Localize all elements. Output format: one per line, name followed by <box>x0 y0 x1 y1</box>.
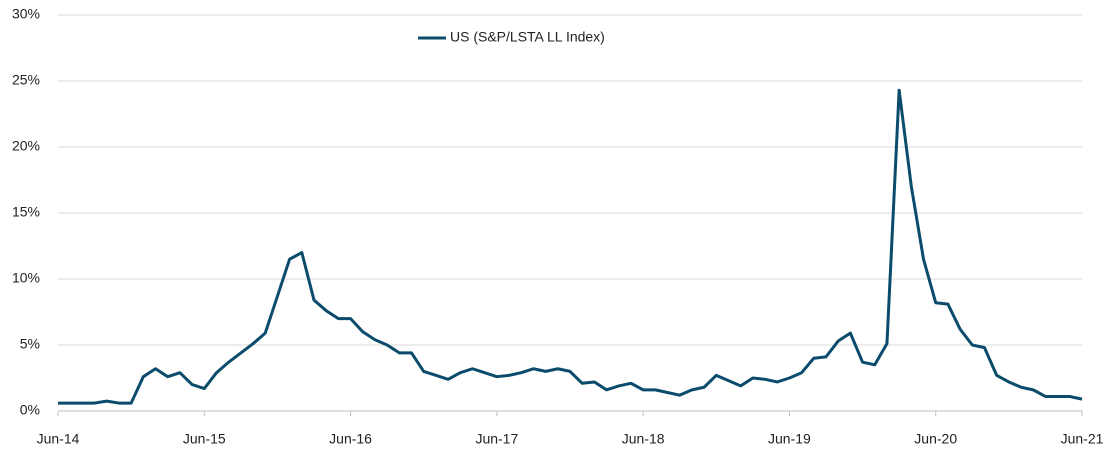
y-tick-label: 15% <box>12 204 40 220</box>
x-tick-label: Jun-14 <box>37 431 80 447</box>
y-tick-label: 5% <box>20 336 40 352</box>
y-tick-label: 20% <box>12 138 40 154</box>
x-tick-label: Jun-18 <box>622 431 665 447</box>
x-tick-label: Jun-21 <box>1061 431 1104 447</box>
line-series <box>58 88 1083 405</box>
y-tick-label: 10% <box>12 270 40 286</box>
x-tick-label: Jun-19 <box>768 431 811 447</box>
y-tick-label: 30% <box>12 6 40 22</box>
x-tick-label: Jun-16 <box>329 431 372 447</box>
x-tick-label: Jun-17 <box>475 431 518 447</box>
y-tick-label: 25% <box>12 72 40 88</box>
y-tick-label: 0% <box>20 402 40 418</box>
legend-label: US (S&P/LSTA LL Index) <box>450 29 605 45</box>
x-tick-label: Jun-20 <box>914 431 957 447</box>
x-tick-label: Jun-15 <box>183 431 226 447</box>
